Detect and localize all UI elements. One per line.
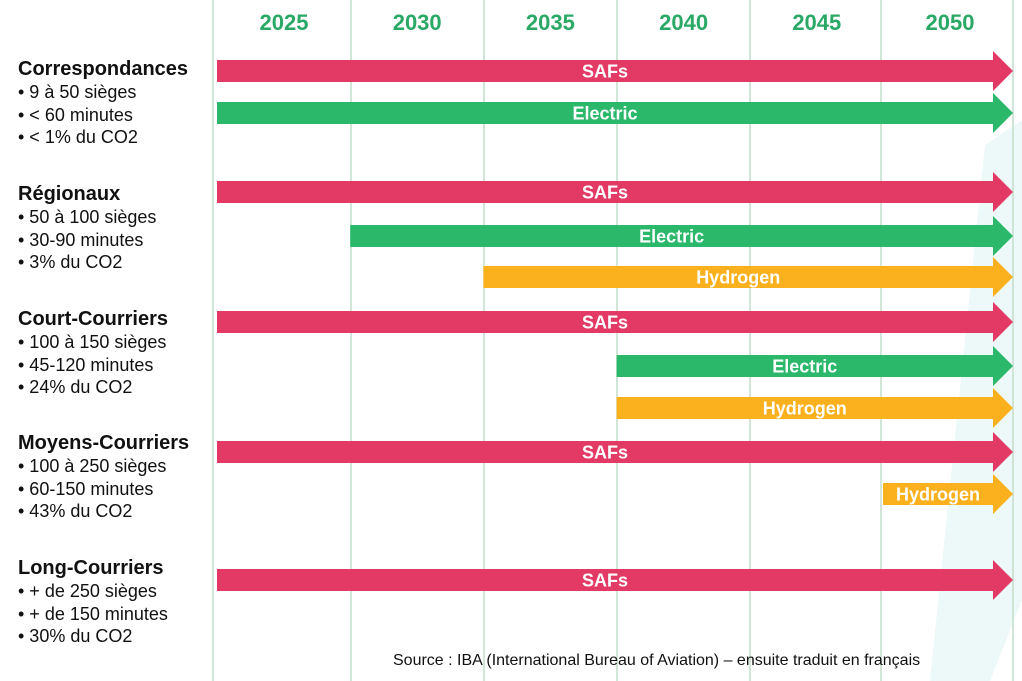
arrow-shape: [616, 388, 1013, 428]
year-label: 2040: [659, 10, 709, 35]
arrow-label: SAFs: [582, 571, 628, 591]
category-title: Long-Courriers: [18, 557, 164, 579]
year-label: 2035: [525, 10, 575, 35]
arrow-electric: Electric: [217, 93, 1013, 133]
arrow-electric: Electric: [350, 216, 1013, 256]
category-detail: • + de 250 sièges: [18, 581, 157, 601]
year-header: 2025 2030 2035 2040 2045 2050: [0, 0, 1022, 50]
arrow-hydrogen: Hydrogen: [483, 257, 1013, 297]
arrow-shape: [217, 172, 1013, 212]
category-detail: • 24% du CO2: [18, 377, 133, 397]
category-detail: • 30-90 minutes: [18, 229, 144, 250]
arrow-label: Electric: [772, 357, 837, 377]
category-correspondances: Correspondances • 9 à 50 sièges • < 60 min…: [18, 57, 218, 149]
arrow-safs: SAFs: [217, 560, 1013, 600]
arrow-shape: [350, 216, 1013, 256]
arrow-label: Electric: [639, 227, 704, 247]
year-label: 2045: [792, 10, 842, 35]
arrow-shape: [217, 93, 1013, 133]
arrow-label: Hydrogen: [896, 485, 980, 505]
arrow-label: Hydrogen: [763, 399, 847, 419]
arrow-shape: [217, 302, 1013, 342]
arrow-hydrogen: Hydrogen: [616, 388, 1013, 428]
arrow-electric: Electric: [616, 346, 1013, 386]
category-detail: • < 1% du CO2: [18, 127, 138, 147]
source-note: Source : IBA (International Bureau of Av…: [393, 652, 921, 669]
year-label: 2025: [259, 10, 309, 35]
arrow-shape: [883, 474, 1013, 514]
arrow-safs: SAFs: [217, 432, 1013, 472]
category-detail: • 100 à 250 sièges: [18, 456, 167, 476]
category-title: Court-Courriers: [18, 308, 169, 330]
category-title: Moyens-Courriers: [18, 432, 190, 454]
arrow-label: SAFs: [582, 62, 628, 82]
category-detail: • 100 à 150 sièges: [18, 332, 167, 352]
category-detail: • 45-120 minutes: [18, 354, 154, 375]
arrow-label: Hydrogen: [696, 268, 780, 288]
category-title: Correspondances: [18, 58, 189, 80]
category-title: Régionaux: [18, 183, 121, 205]
arrow-shape: [217, 432, 1013, 472]
category-detail: • 9 à 50 sièges: [18, 82, 137, 102]
arrow-shape: [217, 560, 1013, 600]
arrow-safs: SAFs: [217, 51, 1013, 91]
arrow-label: Electric: [572, 104, 637, 124]
arrow-safs: SAFs: [217, 172, 1013, 212]
category-detail: • + de 150 minutes: [18, 603, 168, 624]
category-detail: • < 60 minutes: [18, 104, 133, 125]
arrow-safs: SAFs: [217, 302, 1013, 342]
category-moyens-courriers: Moyens-Courriers • 100 à 250 sièges • 60-1…: [18, 431, 218, 523]
arrow-label: SAFs: [582, 183, 628, 203]
arrow-hydrogen: Hydrogen: [883, 474, 1013, 514]
arrow-shape: [616, 346, 1013, 386]
category-long-courriers: Long-Courriers • + de 250 sièges • + de 15…: [18, 556, 218, 648]
category-detail: • 30% du CO2: [18, 626, 133, 646]
category-detail: • 60-150 minutes: [18, 478, 154, 499]
year-label: 2030: [392, 10, 442, 35]
arrow-shape: [483, 257, 1013, 297]
category-detail: • 43% du CO2: [18, 501, 133, 521]
category-court-courriers: Court-Courriers • 100 à 150 sièges • 45-12…: [18, 307, 218, 399]
year-label: 2050: [925, 10, 975, 35]
arrow-shape: [217, 51, 1013, 91]
category-r-gionaux: Régionaux • 50 à 100 sièges • 30-90 minute…: [18, 182, 218, 274]
arrow-label: SAFs: [582, 443, 628, 463]
arrow-label: SAFs: [582, 313, 628, 333]
category-detail: • 50 à 100 sièges: [18, 207, 157, 227]
category-detail: • 3% du CO2: [18, 252, 123, 272]
